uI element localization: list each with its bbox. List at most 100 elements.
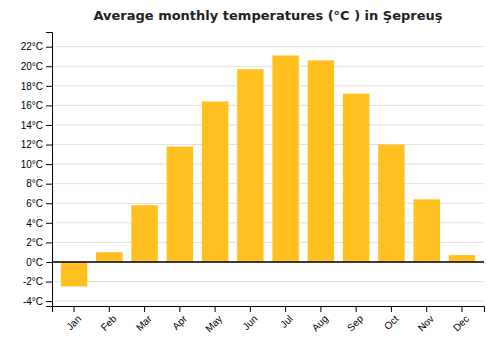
y-tick-mark <box>46 86 52 87</box>
y-tick-mark <box>46 223 52 224</box>
y-tick-mark <box>46 203 52 204</box>
y-tick-label: 18°C <box>21 81 43 92</box>
y-tick-mark <box>46 282 52 283</box>
title: Average monthly temperatures (°C ) in Şe… <box>93 8 442 23</box>
x-tick: May <box>203 306 224 334</box>
x-tick: Apr <box>170 306 189 332</box>
chart: -4°C -2°C 0°C 2°C 4°C 6°C 8°C 10°C 12°C 14°C 16°C 1… <box>0 0 500 350</box>
y-tick-label: -2°C <box>23 276 43 287</box>
grid <box>52 47 484 301</box>
baseline <box>52 261 484 263</box>
y-tick: 14°C <box>21 120 52 131</box>
x-tick-label: Jun <box>240 313 259 332</box>
bar <box>449 255 475 262</box>
y-tick: 10°C <box>21 159 52 170</box>
x-tick: Sep <box>345 306 366 333</box>
bar <box>237 69 263 262</box>
x-tick-label: Aug <box>310 313 330 333</box>
x-tick-label: Nov <box>416 313 436 333</box>
x-tick-mark <box>461 306 462 312</box>
x-tick-label: Sep <box>345 313 366 334</box>
y-tick-label: 16°C <box>21 100 43 111</box>
y-tick-mark <box>46 125 52 126</box>
y-tick: 0°C <box>26 257 52 268</box>
x-tick-mark <box>320 306 321 312</box>
y-tick: 16°C <box>21 100 52 111</box>
grid-line <box>52 46 484 47</box>
y-tick-label: 12°C <box>21 139 43 150</box>
y-axis: -4°C -2°C 0°C 2°C 4°C 6°C 8°C 10°C 12°C 14°C 16°C 1… <box>21 33 53 307</box>
y-tick-label: 2°C <box>26 237 43 248</box>
grid-line <box>52 261 484 262</box>
x-tick-label: Dec <box>451 313 471 333</box>
x-tick: Jul <box>278 306 295 330</box>
x-tick: Aug <box>310 306 330 333</box>
x-tick-mark <box>144 306 145 312</box>
x-tick-mark <box>250 306 251 312</box>
x-tick: Jun <box>240 306 259 332</box>
bar <box>413 199 439 262</box>
y-tick-mark <box>46 145 52 146</box>
x-tick: Mar <box>134 306 154 333</box>
grid-line <box>52 183 484 184</box>
y-tick-label: 14°C <box>21 120 43 131</box>
y-tick: 20°C <box>21 61 52 72</box>
plot: -4°C -2°C 0°C 2°C 4°C 6°C 8°C 10°C 12°C 14°C 16°C 1… <box>21 33 485 335</box>
y-tick: -4°C <box>23 296 52 307</box>
x-tick-mark <box>426 306 427 312</box>
bar <box>202 101 228 261</box>
y-tick: 2°C <box>26 237 52 248</box>
y-tick: 6°C <box>26 198 52 209</box>
y-tick: 22°C <box>21 41 52 52</box>
y-tick-label: 6°C <box>26 198 43 209</box>
x-tick: Jan <box>64 306 83 332</box>
grid-line <box>52 66 484 67</box>
x-tick-label: Oct <box>382 313 401 332</box>
y-tick-label: -4°C <box>23 296 43 307</box>
x-tick-label: Jan <box>64 313 83 332</box>
x-tick-mark <box>74 306 75 312</box>
y-tick-mark <box>46 262 52 263</box>
y-tick: 8°C <box>26 178 52 189</box>
x-tick: Oct <box>382 306 401 332</box>
x-tick-mark <box>215 306 216 312</box>
x-tick-mark <box>391 306 392 312</box>
x-axis: Jan Feb Mar Apr May Jun Jul Aug Sep Oct Nov Dec <box>53 306 485 334</box>
y-tick-label: 0°C <box>26 257 43 268</box>
y-tick: 18°C <box>21 81 52 92</box>
grid-line <box>52 85 484 86</box>
x-axis-line <box>53 307 485 313</box>
grid-line <box>52 164 484 165</box>
y-tick-mark <box>46 242 52 243</box>
x-tick-mark <box>109 306 110 312</box>
bar <box>343 94 369 262</box>
x-tick-label: Jul <box>278 313 295 330</box>
bar <box>61 262 87 286</box>
y-tick-mark <box>46 184 52 185</box>
x-tick-mark <box>285 306 286 312</box>
x-tick-mark <box>179 306 180 312</box>
x-tick-label: Apr <box>170 313 189 332</box>
bar <box>96 252 122 262</box>
y-tick-mark <box>46 105 52 106</box>
grid-line <box>52 144 484 145</box>
x-tick: Dec <box>451 306 471 333</box>
y-axis-line <box>46 33 53 307</box>
bars <box>52 55 484 286</box>
y-tick: 4°C <box>26 218 52 229</box>
x-tick-label: Feb <box>99 313 119 333</box>
x-tick: Nov <box>416 306 436 333</box>
grid-line <box>52 124 484 125</box>
y-tick-mark <box>46 66 52 67</box>
bar <box>272 55 298 261</box>
y-tick-label: 8°C <box>26 178 43 189</box>
x-tick-label: Mar <box>134 313 154 333</box>
y-tick-label: 20°C <box>21 61 43 72</box>
grid-line <box>52 105 484 106</box>
y-tick: -2°C <box>23 276 52 287</box>
bar <box>308 60 334 262</box>
y-tick-label: 22°C <box>21 41 43 52</box>
x-tick-mark <box>356 306 357 312</box>
y-tick-mark <box>46 164 52 165</box>
x-tick: Feb <box>99 306 119 333</box>
